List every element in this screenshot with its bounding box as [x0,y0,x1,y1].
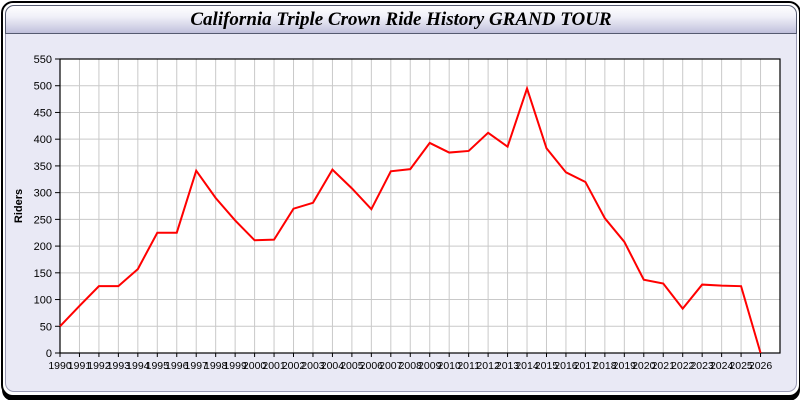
x-tick-label: 1998 [204,360,228,372]
x-tick-label: 1996 [165,360,189,372]
y-tick-label: 100 [34,295,52,307]
x-tick-label: 2015 [535,360,559,372]
x-tick-label: 2017 [574,360,598,372]
x-tick-label: 2016 [554,360,578,372]
ride-history-chart: 0501001502002503003504004505005501990199… [13,54,781,372]
x-tick-label: 2019 [613,360,637,372]
y-tick-label: 500 [34,81,52,93]
x-tick-label: 2013 [496,360,520,372]
x-tick-label: 2024 [710,360,734,372]
x-tick-label: 2025 [729,360,753,372]
x-tick-label: 1993 [107,360,131,372]
x-tick-label: 2012 [476,360,500,372]
y-tick-label: 550 [34,54,52,66]
y-tick-label: 450 [34,107,52,119]
x-tick-label: 2003 [301,360,325,372]
x-tick-label: 2007 [379,360,403,372]
y-tick-label: 0 [46,348,52,360]
y-tick-label: 250 [34,214,52,226]
x-tick-label: 2008 [399,360,423,372]
x-tick-label: 2026 [749,360,773,372]
x-tick-label: 1992 [87,360,111,372]
x-tick-label: 2023 [690,360,714,372]
series-line-riders [59,85,762,354]
x-tick-label: 1994 [126,360,150,372]
chart-area: 0 50 100 150 200 250 300 350 400 450 500 550 1990 199… [5,34,797,392]
y-tick-label: 400 [34,134,52,146]
x-tick-label: 2005 [340,360,364,372]
y-tick-label: 300 [34,188,52,200]
y-axis-title: Riders [13,189,25,223]
x-tick-label: 2020 [632,360,656,372]
x-tick-label: 1997 [185,360,209,372]
x-tick-label: 2010 [438,360,462,372]
x-tick-label: 2001 [262,360,286,372]
x-tick-label: 2000 [243,360,267,372]
x-tick-label: 2006 [360,360,384,372]
x-tick-label: 2022 [671,360,695,372]
y-tick-label: 150 [34,268,52,280]
y-tick-label: 200 [34,241,52,253]
plot-area [60,59,780,353]
x-tick-label: 2021 [652,360,676,372]
x-tick-label: 2004 [321,360,345,372]
x-tick-label: 1991 [68,360,92,372]
x-tick-label: 1999 [223,360,247,372]
window-title: California Triple Crown Ride History GRA… [190,8,612,30]
x-tick-label: 1990 [48,360,72,372]
x-tick-label: 1995 [146,360,170,372]
x-tick-label: 2009 [418,360,442,372]
y-tick-label: 350 [34,161,52,173]
plot-border [59,58,781,354]
y-tick-label: 50 [40,321,52,333]
x-tick-label: 2018 [593,360,617,372]
title-bar: California Triple Crown Ride History GRA… [5,5,797,34]
x-tick-label: 2002 [282,360,306,372]
x-tick-label: 2014 [515,360,539,372]
x-tick-label: 2011 [457,360,480,372]
